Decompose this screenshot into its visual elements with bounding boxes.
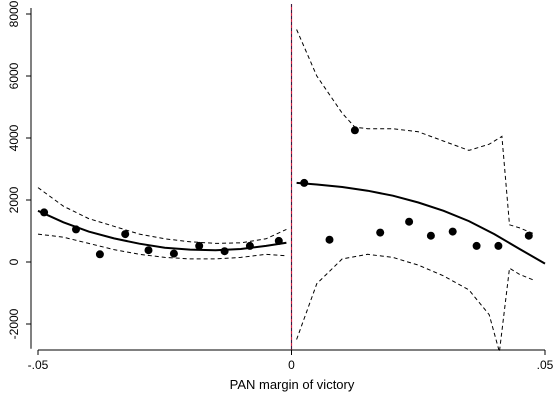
data-point [524, 231, 533, 240]
data-point [245, 241, 254, 250]
data-point [448, 227, 457, 236]
data-point [40, 208, 49, 217]
data-point [95, 250, 104, 259]
data-point [376, 228, 385, 237]
y-tick-label: -2000 [7, 308, 21, 339]
data-point [494, 241, 503, 250]
fit-line-4 [296, 181, 546, 265]
data-point [274, 236, 283, 245]
x-axis-title: PAN margin of victory [230, 377, 355, 392]
data-point [220, 247, 229, 256]
plot-area [37, 4, 546, 353]
data-point [169, 249, 178, 258]
ci-line-3 [37, 233, 287, 260]
data-point [325, 235, 334, 244]
data-point [72, 225, 80, 234]
data-point [472, 241, 481, 250]
x-tick-label: -.05 [28, 358, 49, 372]
data-point [121, 230, 130, 239]
data-point [405, 217, 414, 226]
x-tick-label: 0 [288, 358, 295, 372]
ci-line-2 [37, 187, 287, 244]
y-tick-label: 2000 [7, 186, 21, 213]
y-tick-label: 6000 [7, 62, 21, 89]
data-point [195, 241, 204, 250]
x-tick-label: .05 [537, 358, 553, 372]
data-point [300, 178, 309, 187]
data-point [144, 246, 153, 255]
y-tick-label: 8000 [7, 0, 21, 27]
data-point [350, 126, 359, 135]
data-point [426, 231, 435, 240]
ci-line-5 [296, 29, 536, 235]
y-tick-label: 4000 [7, 124, 21, 151]
ci-line-6 [296, 253, 536, 353]
axes: -2000 0 2000 4000 6000 8000 -.05 0 .05 [7, 0, 553, 372]
y-tick-label: 0 [7, 258, 21, 265]
